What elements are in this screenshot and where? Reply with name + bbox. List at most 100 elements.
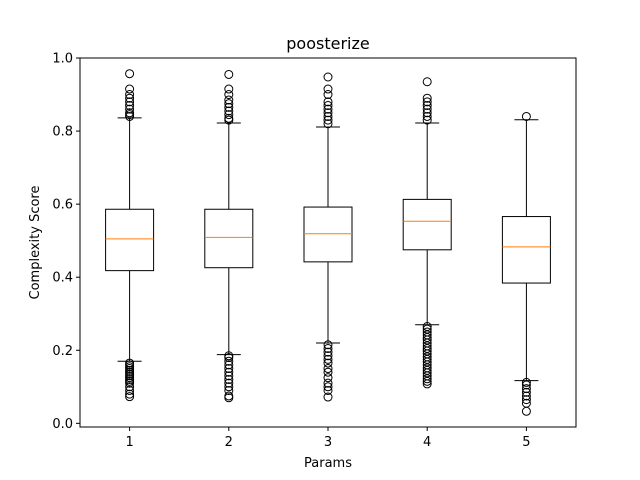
outlier-point xyxy=(422,111,432,121)
outlier-point xyxy=(323,351,333,361)
outlier-point xyxy=(224,69,234,79)
outlier-point xyxy=(323,108,333,118)
outlier-point xyxy=(125,84,135,94)
y-tick-label: 0.4 xyxy=(52,271,73,286)
outlier-point xyxy=(323,90,333,100)
outlier-point xyxy=(323,364,333,374)
box-iqr xyxy=(303,206,353,263)
y-axis: 0.0 0.2 0.4 0.6 0.8 1.0 xyxy=(52,52,80,432)
outlier-point xyxy=(422,100,432,110)
x-tick-label: 5 xyxy=(522,435,530,450)
outlier-point xyxy=(224,371,234,381)
outlier-point xyxy=(521,111,531,121)
outlier-point xyxy=(224,367,234,377)
chart-title: poosterize xyxy=(286,34,369,53)
outlier-point xyxy=(323,392,333,402)
box-iqr xyxy=(204,208,254,269)
x-tick-label: 4 xyxy=(423,435,431,450)
outlier-point xyxy=(422,93,432,103)
outlier-point xyxy=(323,367,333,377)
outlier-point xyxy=(224,375,234,385)
box-group-1 xyxy=(105,69,155,402)
outlier-point xyxy=(323,354,333,364)
outlier-point xyxy=(125,385,135,395)
box-group-4 xyxy=(402,77,452,389)
outlier-point xyxy=(224,84,234,94)
y-axis-label: Complexity Score xyxy=(28,186,43,300)
outlier-point xyxy=(521,406,531,416)
outlier-point xyxy=(323,358,333,368)
y-tick-label: 0.6 xyxy=(52,198,73,213)
outlier-point xyxy=(125,93,135,103)
outlier-point xyxy=(125,97,135,107)
outlier-point xyxy=(521,391,531,401)
x-tick-label: 3 xyxy=(324,435,332,450)
outlier-point xyxy=(224,382,234,392)
outlier-point xyxy=(125,90,135,100)
outlier-point xyxy=(125,100,135,110)
outlier-point xyxy=(422,104,432,114)
outlier-point xyxy=(422,376,432,386)
outlier-point xyxy=(521,380,531,390)
outlier-point xyxy=(422,115,432,125)
outlier-point xyxy=(521,395,531,405)
y-tick-label: 0.8 xyxy=(52,125,73,140)
outlier-point xyxy=(323,72,333,82)
outlier-point xyxy=(422,77,432,87)
outlier-point xyxy=(125,104,135,114)
outlier-point xyxy=(224,356,234,366)
outlier-point xyxy=(224,106,234,116)
box-iqr xyxy=(501,216,551,284)
outlier-point xyxy=(521,387,531,397)
outlier-point xyxy=(224,110,234,120)
outlier-point xyxy=(224,393,234,403)
outlier-point xyxy=(323,100,333,110)
outlier-point xyxy=(323,373,333,383)
outlier-point xyxy=(323,84,333,94)
outlier-point xyxy=(224,90,234,100)
outlier-point xyxy=(422,108,432,118)
outlier-point xyxy=(224,113,234,123)
boxes-layer xyxy=(105,69,551,416)
outlier-point xyxy=(422,379,432,389)
outlier-point xyxy=(323,340,333,350)
box-iqr xyxy=(105,208,155,272)
outlier-point xyxy=(323,115,333,125)
outlier-point xyxy=(224,360,234,370)
x-tick-label: 2 xyxy=(225,435,233,450)
outlier-point xyxy=(224,99,234,109)
outlier-point xyxy=(125,108,135,118)
outlier-point xyxy=(224,364,234,374)
outlier-point xyxy=(323,97,333,107)
outlier-point xyxy=(323,382,333,392)
outlier-point xyxy=(323,378,333,388)
x-axis-label: Params xyxy=(304,456,352,471)
box-group-2 xyxy=(204,69,254,403)
y-tick-label: 0.0 xyxy=(52,417,73,432)
outlier-point xyxy=(422,374,432,384)
outlier-point xyxy=(224,378,234,388)
outlier-point xyxy=(125,382,135,392)
box-group-3 xyxy=(303,72,353,402)
outlier-point xyxy=(323,347,333,357)
x-axis: 1 2 3 4 5 xyxy=(125,427,531,450)
outlier-point xyxy=(125,69,135,79)
box-group-5 xyxy=(501,111,551,416)
outlier-point xyxy=(323,104,333,114)
outlier-point xyxy=(323,343,333,353)
y-tick-label: 1.0 xyxy=(52,52,73,67)
outlier-point xyxy=(125,378,135,388)
outlier-point xyxy=(224,385,234,395)
outlier-point xyxy=(323,111,333,121)
outlier-point xyxy=(521,384,531,394)
outlier-point xyxy=(125,392,135,402)
outlier-point xyxy=(224,102,234,112)
outlier-point xyxy=(224,353,234,363)
x-tick-label: 1 xyxy=(125,435,133,450)
outlier-point xyxy=(521,377,531,387)
outlier-point xyxy=(224,95,234,105)
outlier-point xyxy=(125,389,135,399)
y-tick-label: 0.2 xyxy=(52,344,73,359)
